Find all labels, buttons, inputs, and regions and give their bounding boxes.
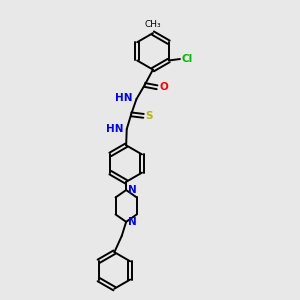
Text: S: S xyxy=(146,111,153,121)
Text: Cl: Cl xyxy=(182,54,193,64)
Text: N: N xyxy=(128,185,137,195)
Text: HN: HN xyxy=(116,93,133,103)
Text: N: N xyxy=(128,217,137,227)
Text: HN: HN xyxy=(106,124,123,134)
Text: O: O xyxy=(159,82,168,92)
Text: CH₃: CH₃ xyxy=(145,20,161,29)
